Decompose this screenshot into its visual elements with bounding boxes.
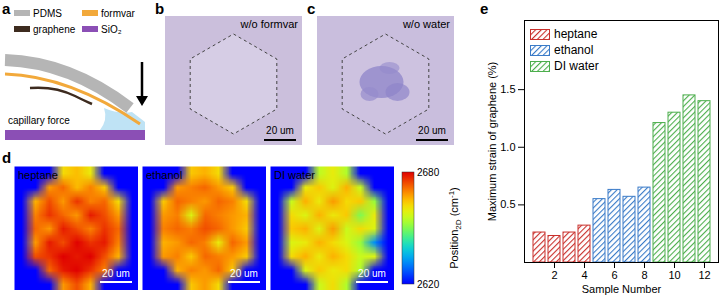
svg-text:2680: 2680: [417, 167, 440, 178]
svg-text:20 um: 20 um: [418, 125, 446, 136]
svg-text:20 um: 20 um: [102, 268, 130, 279]
svg-text:2620: 2620: [417, 279, 440, 290]
html-text:d: d: [2, 149, 12, 166]
svg-text:Position2D (cm-1): Position2D (cm-1): [447, 187, 463, 269]
html-text:c: c: [307, 0, 316, 17]
svg-text:w/o water: w/o water: [402, 18, 450, 30]
svg-text:heptane: heptane: [18, 169, 58, 181]
html-text:DI water: DI water: [554, 59, 599, 73]
svg-text:ethanol: ethanol: [146, 169, 182, 181]
svg-text:2: 2: [551, 269, 557, 281]
svg-text:PDMS: PDMS: [33, 8, 62, 19]
svg-text:0.5: 0.5: [500, 198, 515, 210]
svg-text:1.0: 1.0: [500, 141, 515, 153]
svg-text:20 um: 20 um: [358, 268, 386, 279]
svg-text:1.5: 1.5: [500, 83, 515, 95]
html-text:e: e: [480, 0, 489, 17]
svg-text:10: 10: [668, 269, 680, 281]
html-text:heptane: heptane: [554, 27, 598, 41]
svg-text:20 um: 20 um: [266, 125, 294, 136]
svg-text:DI water: DI water: [274, 169, 315, 181]
svg-text:20 um: 20 um: [230, 268, 258, 279]
svg-text:capillary force: capillary force: [8, 115, 70, 126]
html-text:a: a: [2, 0, 11, 17]
svg-text:4: 4: [581, 269, 587, 281]
svg-text:w/o formvar: w/o formvar: [240, 18, 299, 30]
svg-text:Maximum strain of graphene (%): Maximum strain of graphene (%): [486, 62, 498, 222]
svg-text:8: 8: [641, 269, 647, 281]
html-text:ethanol: ethanol: [554, 43, 594, 57]
svg-text:SiO₂: SiO₂: [101, 24, 122, 35]
svg-text:Sample Number: Sample Number: [582, 283, 662, 295]
svg-text:6: 6: [611, 269, 617, 281]
svg-text:12: 12: [698, 269, 710, 281]
svg-text:formvar: formvar: [101, 8, 136, 19]
svg-text:graphene: graphene: [33, 24, 76, 35]
html-text:b: b: [155, 0, 165, 17]
